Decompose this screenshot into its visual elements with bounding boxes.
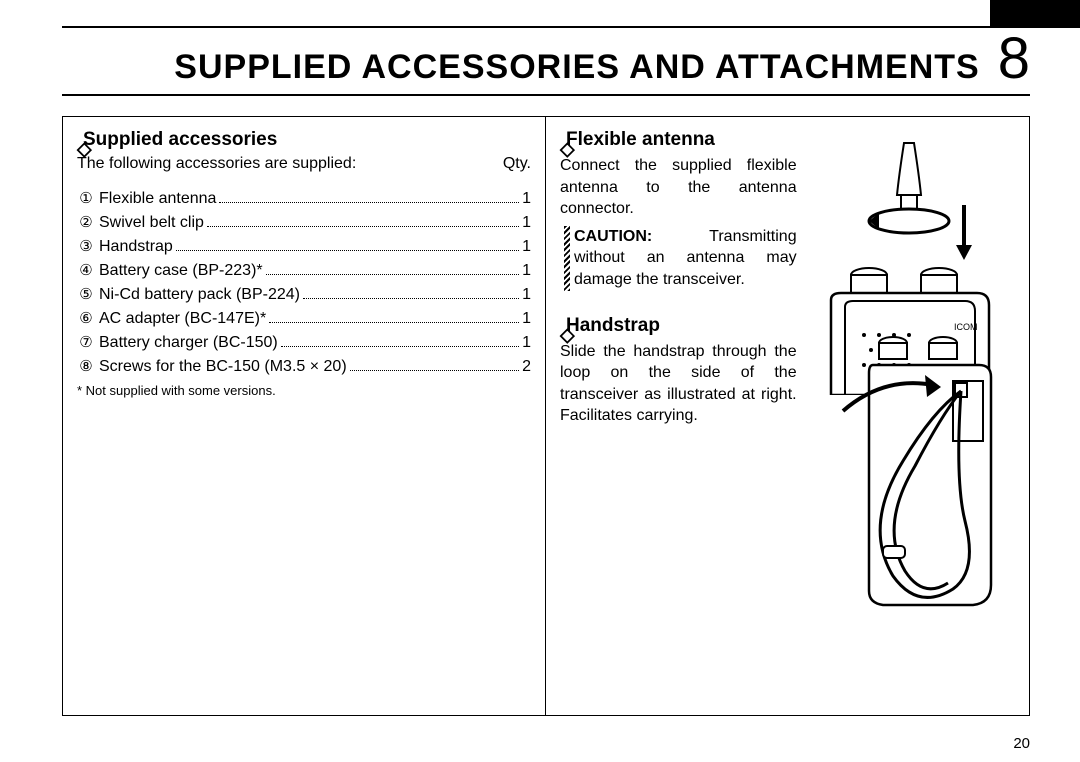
- antenna-section: ◇Flexible antenna Connect the supplied f…: [560, 129, 1015, 291]
- leader-dots: [207, 226, 519, 227]
- item-qty: 1: [522, 235, 531, 259]
- item-label: Handstrap: [99, 235, 173, 259]
- item-qty: 1: [522, 283, 531, 307]
- list-item: ④ Battery case (BP-223)* 1: [77, 259, 531, 283]
- chapter-title: SUPPLIED ACCESSORIES AND ATTACHMENTS: [62, 48, 980, 87]
- page-number: 20: [1013, 735, 1030, 752]
- footnote: * Not supplied with some versions.: [77, 383, 531, 398]
- item-num: ⑦: [77, 332, 95, 355]
- item-qty: 2: [522, 355, 531, 379]
- handstrap-body: Slide the handstrap through the loop on …: [560, 341, 797, 427]
- leader-dots: [176, 250, 519, 251]
- intro-line: The following accessories are supplied: …: [77, 155, 531, 173]
- chapter-header: SUPPLIED ACCESSORIES AND ATTACHMENTS 8: [62, 26, 1030, 96]
- qty-label: Qty.: [503, 155, 531, 173]
- list-item: ⑥ AC adapter (BC-147E)* 1: [77, 307, 531, 331]
- leader-dots: [303, 298, 519, 299]
- corner-bar: [990, 0, 1080, 28]
- supplied-heading-text: Supplied accessories: [83, 129, 277, 150]
- antenna-body: Connect the supplied flexible antenna to…: [560, 155, 797, 220]
- leader-dots: [266, 274, 519, 275]
- accessory-list: ① Flexible antenna 1 ② Swivel belt clip …: [77, 187, 531, 379]
- left-column: ◇Supplied accessories The following acce…: [63, 117, 546, 715]
- list-item: ③ Handstrap 1: [77, 235, 531, 259]
- item-num: ⑥: [77, 308, 95, 331]
- item-qty: 1: [522, 259, 531, 283]
- item-num: ③: [77, 236, 95, 259]
- item-num: ④: [77, 260, 95, 283]
- page: SUPPLIED ACCESSORIES AND ATTACHMENTS 8 ◇…: [0, 0, 1080, 762]
- hatch-icon: [564, 226, 570, 291]
- intro-text: The following accessories are supplied:: [77, 155, 356, 173]
- item-label: Battery case (BP-223)*: [99, 259, 263, 283]
- item-label: Swivel belt clip: [99, 211, 204, 235]
- item-label: Flexible antenna: [99, 187, 216, 211]
- item-label: Screws for the BC-150 (M3.5 × 20): [99, 355, 347, 379]
- item-label: Ni-Cd battery pack (BP-224): [99, 283, 300, 307]
- supplied-heading: ◇Supplied accessories: [77, 129, 531, 151]
- item-qty: 1: [522, 211, 531, 235]
- item-label: Battery charger (BC-150): [99, 331, 278, 355]
- handstrap-heading-text: Handstrap: [566, 315, 660, 336]
- list-item: ⑦ Battery charger (BC-150) 1: [77, 331, 531, 355]
- leader-dots: [281, 346, 519, 347]
- chapter-number: 8: [998, 30, 1030, 88]
- handstrap-section: ◇Handstrap Slide the handstrap through t…: [560, 315, 1015, 427]
- leader-dots: [269, 322, 519, 323]
- item-num: ①: [77, 188, 95, 211]
- antenna-heading-text: Flexible antenna: [566, 129, 715, 150]
- list-item: ⑧ Screws for the BC-150 (M3.5 × 20) 2: [77, 355, 531, 379]
- caution-label: CAUTION:: [574, 228, 652, 245]
- handstrap-illustration: [783, 321, 1013, 611]
- item-label: AC adapter (BC-147E)*: [99, 307, 266, 331]
- item-num: ⑤: [77, 284, 95, 307]
- item-qty: 1: [522, 187, 531, 211]
- item-num: ②: [77, 212, 95, 235]
- content-box: ◇Supplied accessories The following acce…: [62, 116, 1030, 716]
- item-num: ⑧: [77, 356, 95, 379]
- item-qty: 1: [522, 307, 531, 331]
- leader-dots: [219, 202, 519, 203]
- leader-dots: [350, 370, 519, 371]
- caution-block: CAUTION: Transmitting without an antenna…: [560, 226, 797, 291]
- right-column: ◇Flexible antenna Connect the supplied f…: [546, 117, 1029, 715]
- list-item: ② Swivel belt clip 1: [77, 211, 531, 235]
- item-qty: 1: [522, 331, 531, 355]
- list-item: ⑤ Ni-Cd battery pack (BP-224) 1: [77, 283, 531, 307]
- list-item: ① Flexible antenna 1: [77, 187, 531, 211]
